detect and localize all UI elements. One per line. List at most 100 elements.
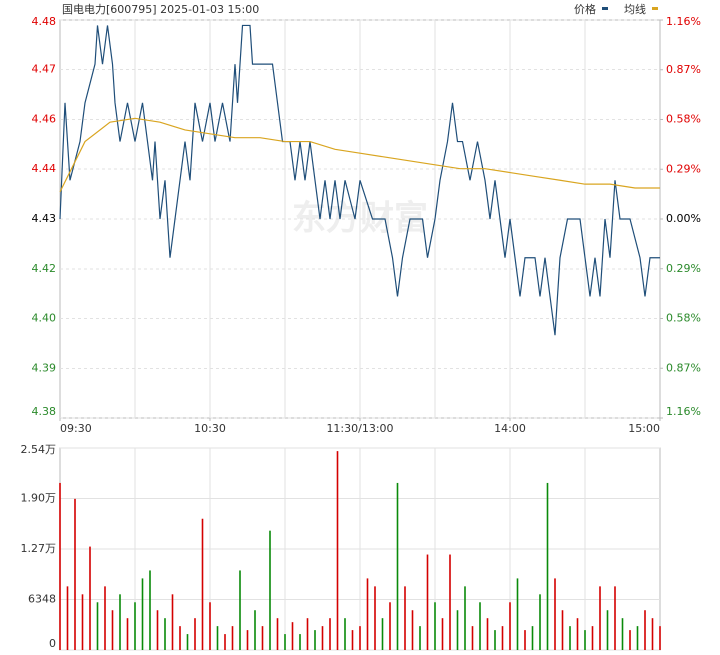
volume-bar [239, 570, 241, 650]
volume-bar [629, 630, 631, 650]
y-tick-label: 4.48 [32, 15, 57, 28]
volume-bar [531, 626, 534, 650]
volume-bar [209, 602, 211, 650]
x-tick-label: 09:30 [60, 422, 92, 435]
volume-bar [546, 482, 549, 650]
volume-bar [404, 586, 406, 650]
volume-bar [359, 626, 361, 650]
y-tick-label: 4.40 [32, 312, 57, 325]
y-tick-label: 1.27万 [21, 542, 57, 555]
volume-bar [591, 626, 594, 650]
x-tick-label: 15:00 [628, 422, 660, 435]
y-tick-label: 6348 [28, 593, 56, 606]
legend-label: 价格 [574, 2, 596, 16]
price-line [59, 24, 660, 336]
volume-bar [576, 618, 579, 650]
volume-bar [314, 630, 316, 650]
y2-tick-label: 0.87% [666, 63, 701, 76]
y-tick-label: 1.90万 [21, 492, 57, 505]
volume-bar [224, 634, 226, 650]
x-tick-label: 14:00 [494, 422, 526, 435]
volume-bar [329, 618, 331, 650]
volume-bar [291, 622, 294, 650]
volume-bar [561, 610, 564, 650]
price-line [59, 117, 660, 193]
volume-bar [554, 578, 556, 650]
volume-bar [584, 630, 586, 650]
y-tick-label: 0 [49, 637, 56, 650]
volume-bar [501, 626, 504, 650]
volume-bar [81, 594, 84, 650]
volume-bar [524, 630, 526, 650]
volume-bar [539, 594, 541, 650]
volume-bar [171, 594, 174, 650]
volume-bar [344, 618, 346, 650]
x-tick-label: 11:30/13:00 [326, 422, 393, 435]
volume-bar [659, 626, 661, 650]
y-tick-label: 4.43 [32, 212, 57, 225]
volume-bar [186, 634, 189, 650]
volume-bar [644, 610, 646, 650]
volume-bar [441, 618, 444, 650]
volume-bar [374, 586, 376, 650]
y-tick-label: 4.46 [32, 113, 57, 126]
x-tick-label: 10:30 [194, 422, 226, 435]
volume-bar [284, 634, 286, 650]
legend-swatch [652, 7, 658, 10]
volume-bar [164, 618, 166, 650]
volume-bar [269, 530, 271, 650]
volume-bar [201, 518, 204, 650]
volume-bar [486, 618, 489, 650]
volume-bar [156, 610, 159, 650]
volume-bar [509, 602, 511, 650]
volume-bar [396, 482, 399, 650]
volume-bar [126, 618, 129, 650]
y-tick-label: 4.44 [32, 162, 57, 175]
volume-bar [456, 610, 459, 650]
y-tick-label: 4.47 [32, 63, 57, 76]
volume-bar [569, 626, 571, 650]
volume-bar [134, 602, 136, 650]
y2-tick-label: 1.16% [666, 405, 701, 418]
volume-bar [419, 626, 421, 650]
volume-bar [381, 618, 384, 650]
volume-bar [321, 626, 324, 650]
y-tick-label: 4.38 [32, 405, 57, 418]
volume-bar [216, 626, 219, 650]
volume-bar [96, 602, 99, 650]
volume-bar [351, 630, 354, 650]
volume-bar [89, 546, 91, 650]
volume-bar [306, 618, 309, 650]
volume-bar [141, 578, 144, 650]
volume-bar [74, 498, 76, 650]
y2-tick-label: 0.87% [666, 361, 701, 374]
volume-bar [231, 626, 234, 650]
volume-bar [621, 618, 624, 650]
volume-bar [494, 630, 496, 650]
volume-bar [516, 578, 519, 650]
volume-bar [149, 570, 151, 650]
legend-swatch [602, 7, 608, 10]
chart-title: 国电电力[600795] 2025-01-03 15:00 [62, 3, 259, 16]
y-tick-label: 4.39 [32, 361, 57, 374]
y2-tick-label: 1.16% [666, 15, 701, 28]
volume-bar [111, 610, 114, 650]
volume-bar [194, 618, 196, 650]
volume-bar [479, 602, 481, 650]
volume-bar [299, 634, 301, 650]
volume-bar [434, 602, 436, 650]
volume-bar [389, 602, 391, 650]
volume-bar [119, 594, 121, 650]
y2-tick-label: 0.58% [666, 312, 701, 325]
volume-bar [426, 554, 429, 650]
y2-tick-label: 0.29% [666, 262, 701, 275]
volume-bar [179, 626, 181, 650]
volume-bar [449, 554, 451, 650]
volume-bar [66, 586, 69, 650]
volume-bar [254, 610, 256, 650]
volume-bar [464, 586, 466, 650]
volume-bar [246, 630, 249, 650]
y2-tick-label: 0.29% [666, 162, 701, 175]
legend-label: 均线 [624, 2, 646, 16]
